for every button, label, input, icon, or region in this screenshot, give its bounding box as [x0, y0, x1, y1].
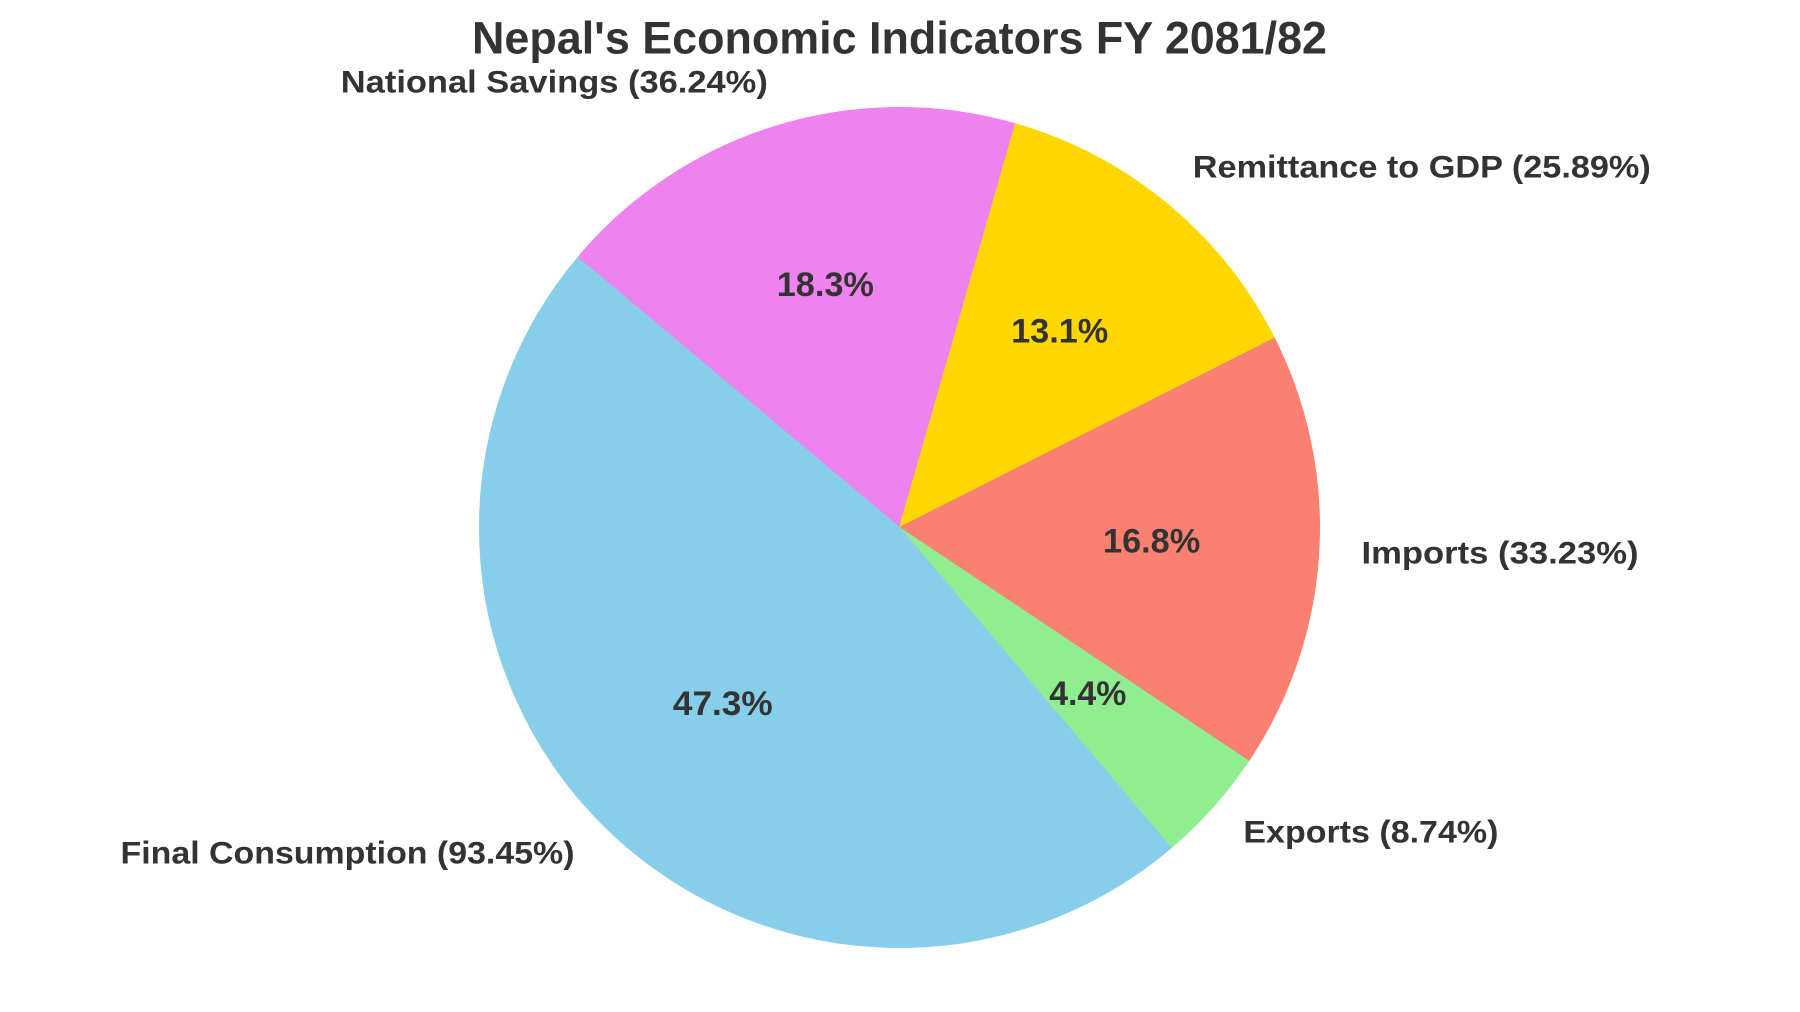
svg-text:Final Consumption (93.45%): Final Consumption (93.45%) [121, 835, 575, 870]
svg-text:Imports (33.23%): Imports (33.23%) [1362, 536, 1639, 571]
svg-text:Nepal's Economic Indicators FY: Nepal's Economic Indicators FY 2081/82 [472, 13, 1327, 64]
svg-text:4.4%: 4.4% [1049, 675, 1126, 713]
svg-text:18.3%: 18.3% [777, 266, 874, 304]
svg-text:13.1%: 13.1% [1011, 312, 1108, 350]
svg-text:16.8%: 16.8% [1103, 522, 1200, 560]
svg-text:National Savings (36.24%): National Savings (36.24%) [341, 65, 768, 100]
svg-text:Exports (8.74%): Exports (8.74%) [1243, 815, 1498, 850]
svg-text:47.3%: 47.3% [673, 685, 773, 723]
svg-text:Remittance to GDP (25.89%): Remittance to GDP (25.89%) [1193, 150, 1651, 185]
